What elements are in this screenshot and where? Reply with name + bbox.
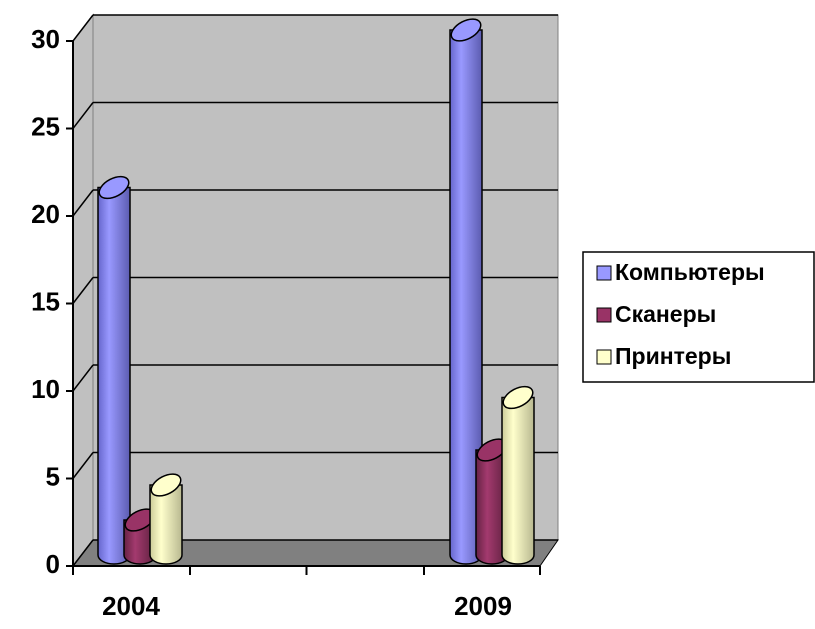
y-tick-label: 30 bbox=[31, 24, 60, 54]
cylinder-top bbox=[150, 473, 182, 497]
grid-line bbox=[72, 14, 94, 42]
y-tick-label: 0 bbox=[46, 549, 60, 579]
y-tick-label: 15 bbox=[31, 286, 60, 316]
bars bbox=[97, 18, 535, 565]
y-tick-label: 20 bbox=[31, 199, 60, 229]
y-tick-label: 25 bbox=[31, 111, 60, 141]
bar bbox=[97, 175, 131, 565]
x-tick-label: 2009 bbox=[454, 591, 512, 621]
bar bbox=[501, 385, 535, 565]
grid-line bbox=[72, 102, 94, 129]
bar bbox=[149, 473, 183, 565]
grid-line bbox=[72, 452, 94, 479]
legend-swatch bbox=[596, 265, 612, 281]
y-tick-label: 10 bbox=[31, 374, 60, 404]
cylinder-top bbox=[98, 175, 130, 200]
legend-swatch bbox=[596, 349, 612, 365]
cylinder-top bbox=[502, 385, 534, 410]
grid-line bbox=[72, 364, 94, 392]
legend-label: Компьютеры bbox=[615, 259, 765, 285]
x-tick-label: 2004 bbox=[102, 591, 160, 621]
cylinder-body bbox=[97, 186, 131, 565]
bar bbox=[123, 508, 157, 565]
cylinder-top bbox=[450, 18, 482, 42]
y-tick-label: 5 bbox=[46, 461, 60, 491]
cylinder-body bbox=[501, 396, 535, 565]
legend-label: Принтеры bbox=[615, 343, 731, 369]
cylinder-body bbox=[149, 484, 183, 565]
grid-line bbox=[72, 277, 94, 304]
grid-line bbox=[72, 189, 94, 217]
legend-label: Сканеры bbox=[615, 301, 716, 327]
bar bbox=[475, 438, 509, 565]
legend-swatch bbox=[596, 307, 612, 323]
grid-line bbox=[72, 539, 94, 567]
legend bbox=[582, 251, 815, 383]
